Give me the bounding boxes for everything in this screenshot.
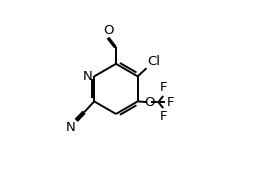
Text: O: O — [103, 24, 114, 37]
Text: F: F — [160, 110, 167, 123]
Text: F: F — [160, 81, 167, 94]
Text: O: O — [144, 96, 155, 109]
Text: Cl: Cl — [147, 55, 160, 68]
Text: N: N — [83, 70, 93, 83]
Text: F: F — [167, 96, 174, 109]
Text: N: N — [66, 121, 76, 134]
